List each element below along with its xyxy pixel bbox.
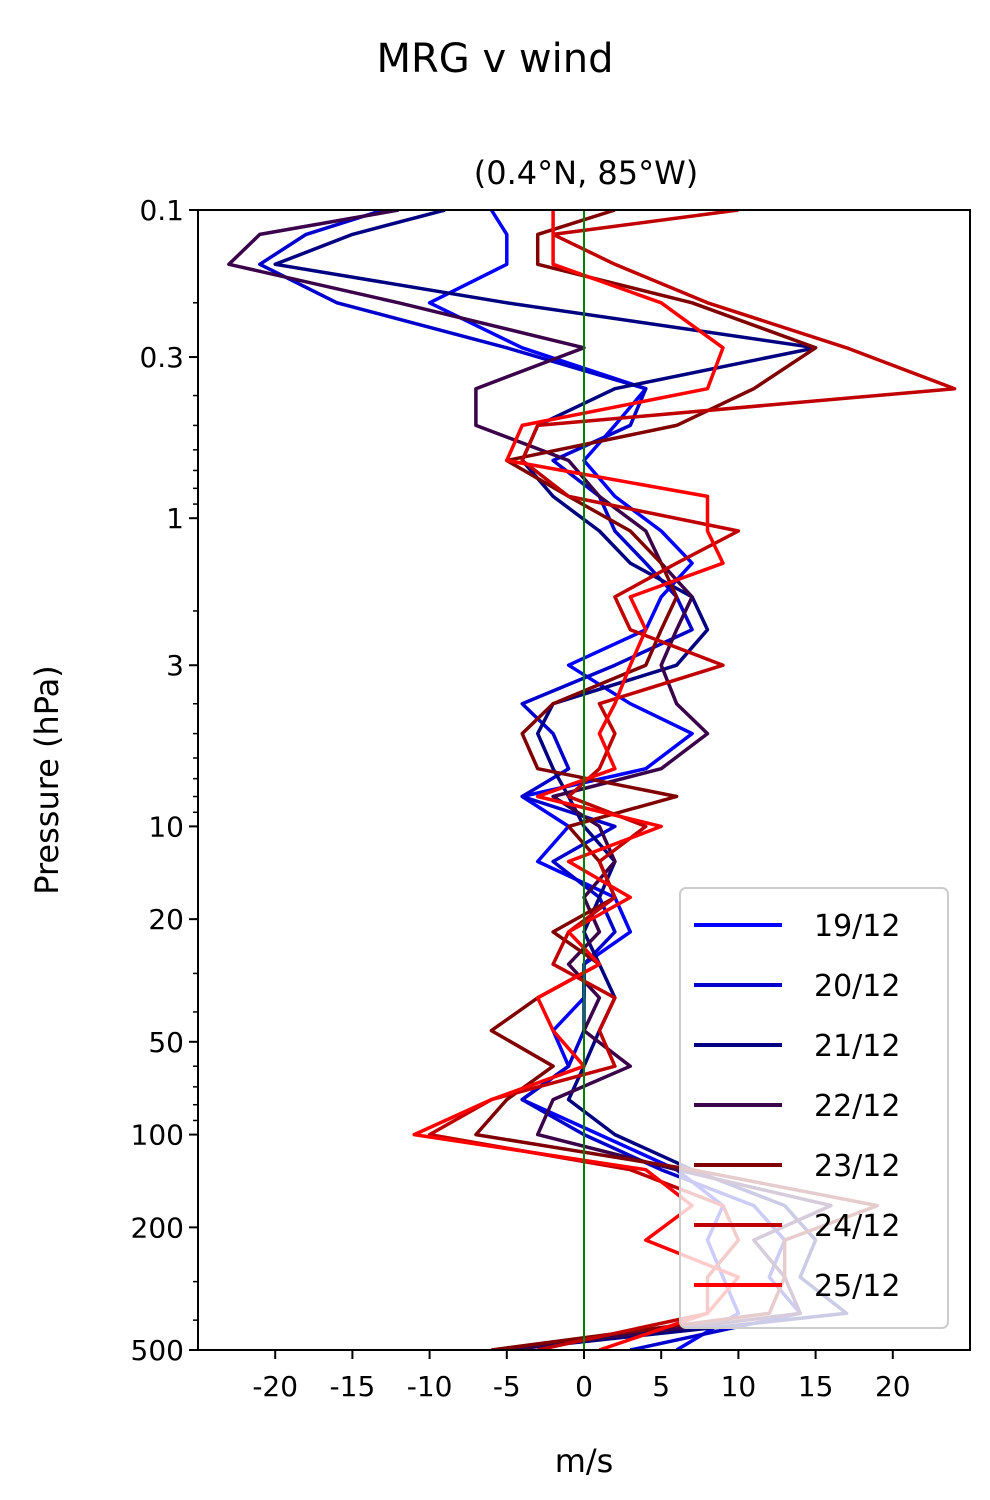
- y-tick-label: 1: [166, 502, 184, 535]
- series-line-20-12: [258, 210, 802, 1350]
- x-tick-label: -20: [252, 1370, 298, 1403]
- legend-box: [679, 887, 949, 1329]
- x-tick-label: 5: [652, 1370, 670, 1403]
- x-tick-label: 20: [875, 1370, 911, 1403]
- x-tick-label: -5: [493, 1370, 521, 1403]
- chart-subtitle: (0.4°N, 85°W): [474, 154, 699, 192]
- x-axis: -20 -15 -10 -5 0 5 10 15 20: [252, 1350, 911, 1403]
- legend-label: 22/12: [814, 1089, 900, 1124]
- x-axis-label: m/s: [555, 1442, 614, 1480]
- y-tick-label: 500: [131, 1334, 184, 1367]
- series-line-21-12: [273, 210, 849, 1350]
- chart-title: MRG v wind: [377, 36, 614, 82]
- y-tick-label: 0.1: [139, 194, 184, 227]
- legend-label: 21/12: [814, 1029, 900, 1064]
- legend-label: 24/12: [814, 1209, 900, 1244]
- legend: 19/12 20/12 21/12 22/12 23/12 24/12 25/12: [679, 887, 949, 1329]
- x-tick-label: 10: [721, 1370, 757, 1403]
- x-tick-label: 0: [575, 1370, 593, 1403]
- legend-label: 19/12: [814, 909, 900, 944]
- y-axis: 0.1 0.3 1 3 10 20 50 100 200 500: [131, 194, 198, 1367]
- x-tick-label: -15: [330, 1370, 376, 1403]
- y-axis-label: Pressure (hPa): [28, 665, 66, 895]
- y-tick-label: 3: [166, 649, 184, 682]
- y-tick-label: 50: [148, 1026, 184, 1059]
- x-tick-label: -10: [407, 1370, 453, 1403]
- legend-label: 20/12: [814, 969, 900, 1004]
- legend-label: 25/12: [814, 1269, 900, 1304]
- legend-label: 23/12: [814, 1149, 900, 1184]
- y-tick-label: 10: [148, 810, 184, 843]
- y-tick-label: 100: [131, 1119, 184, 1152]
- y-tick-label: 0.3: [139, 341, 184, 374]
- series-line-25-12: [412, 210, 741, 1350]
- y-tick-label: 200: [131, 1211, 184, 1244]
- x-tick-label: 15: [798, 1370, 834, 1403]
- y-tick-label: 20: [148, 903, 184, 936]
